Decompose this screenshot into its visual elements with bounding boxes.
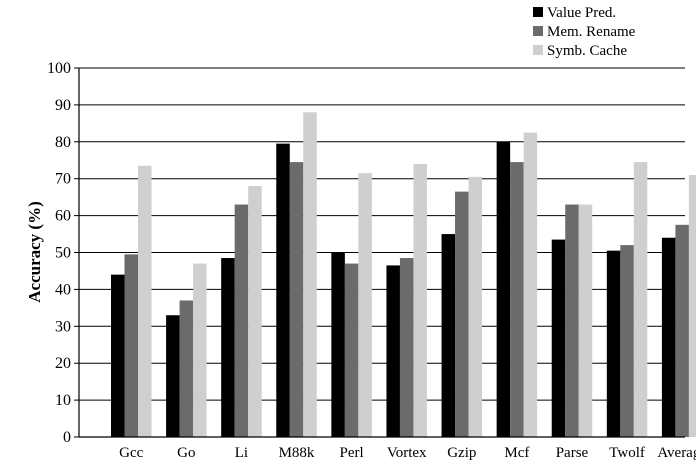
x-tick-label: Perl: [340, 445, 364, 461]
y-tick-label: 20: [55, 355, 71, 372]
y-tick-label: 50: [55, 245, 71, 262]
bar: [399, 258, 414, 437]
bars: [111, 112, 696, 438]
legend-swatch: [533, 26, 543, 36]
y-axis-title: Accuracy (%): [25, 201, 44, 303]
bar: [166, 315, 180, 437]
bar: [565, 204, 579, 437]
legend-swatch: [533, 45, 543, 55]
x-tick-label: Gcc: [119, 445, 143, 461]
x-tick-label: Parse: [556, 445, 589, 461]
bar: [413, 163, 427, 437]
bar: [344, 263, 359, 437]
y-tick-labels: 0 10 20 30 40 50 60 70 80 90 100: [47, 60, 71, 446]
bar: [496, 141, 511, 438]
bar: [179, 300, 194, 437]
legend-label: Value Pred.: [547, 5, 616, 21]
legend-label: Mem. Rename: [547, 24, 636, 40]
y-tick-label: 90: [55, 97, 71, 114]
legend-label: Symb. Cache: [547, 43, 627, 59]
legend: Value Pred. Mem. Rename Symb. Cache: [533, 5, 636, 59]
bar: [441, 234, 456, 437]
bar: [510, 162, 524, 437]
x-tick-label: M88k: [279, 445, 315, 461]
bar: [523, 132, 538, 437]
bar: [468, 176, 483, 438]
bar: [578, 204, 593, 437]
bar: [193, 263, 207, 437]
bar: [606, 250, 621, 437]
x-tick-label: Li: [235, 445, 248, 461]
y-tick-label: 100: [47, 60, 71, 77]
x-tick-label: Average: [657, 445, 696, 461]
bar: [675, 224, 689, 437]
bar: [248, 186, 262, 437]
y-tick-label: 0: [63, 429, 71, 446]
y-tick-label: 10: [55, 392, 71, 409]
y-tick-label: 80: [55, 134, 71, 151]
bar: [221, 258, 235, 437]
legend-swatch: [533, 7, 543, 17]
x-tick-label: Gzip: [447, 445, 476, 461]
x-tick-label: Vortex: [387, 445, 427, 461]
bar: [633, 162, 648, 437]
bar: [331, 252, 345, 437]
y-tick-label: 40: [55, 281, 71, 298]
x-tick-label: Mcf: [504, 445, 529, 461]
bar: [688, 175, 696, 437]
axes: [74, 67, 685, 438]
bar: [551, 239, 566, 437]
y-tick-label: 60: [55, 208, 71, 225]
bar: [289, 162, 304, 437]
y-tick-label: 70: [55, 171, 71, 188]
bar: [661, 237, 676, 437]
bar: [620, 245, 634, 437]
bar: [138, 165, 152, 437]
bar: [358, 173, 372, 438]
x-tick-label: Twolf: [609, 445, 645, 461]
x-tick-label: Go: [177, 445, 195, 461]
bar: [303, 112, 317, 437]
y-tick-label: 30: [55, 318, 71, 335]
bar: [111, 274, 125, 437]
bar: [386, 265, 400, 437]
bar: [234, 204, 249, 437]
bar: [276, 143, 290, 437]
bar: [124, 254, 138, 437]
bar: [455, 191, 469, 437]
x-tick-labels: Gcc Go Li M88k Perl Vortex Gzip Mcf Parse Twolf Av…: [119, 445, 696, 461]
